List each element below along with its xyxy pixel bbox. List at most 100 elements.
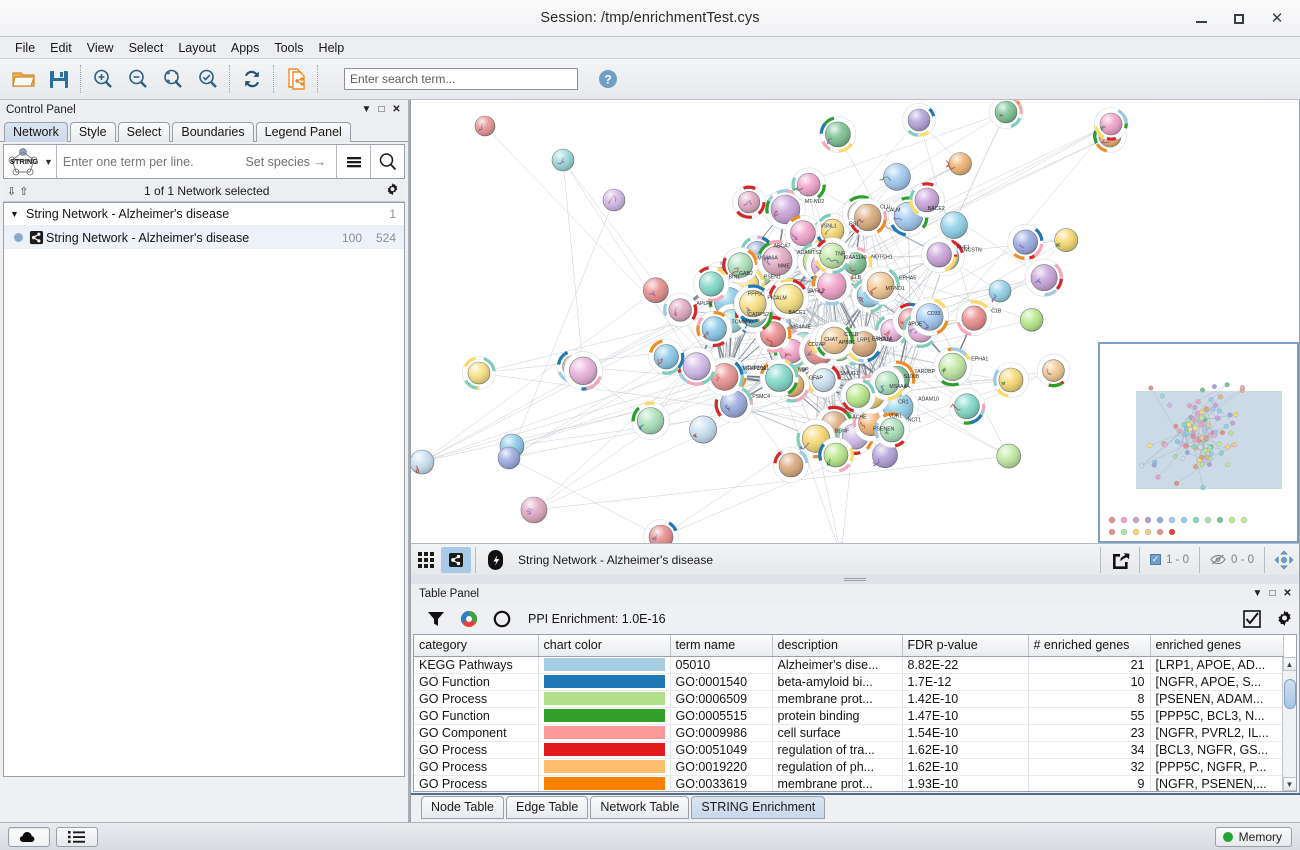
column-header-term-name[interactable]: term name [670, 635, 773, 657]
select-all-button[interactable] [1237, 605, 1266, 632]
network-graph[interactable]: MT-ND2 MT-ND1 VSNL1 GAB2 RS1 C1B ABCA7 CHAT ACHE… [411, 100, 1299, 574]
share-network-button[interactable] [278, 63, 313, 96]
column-header-enriched-gene-count[interactable]: # enriched genes [1028, 635, 1151, 657]
network-node[interactable] [945, 152, 972, 176]
table-vertical-scrollbar[interactable]: ▲ ▼ [1282, 657, 1296, 791]
menu-item-view[interactable]: View [86, 40, 114, 55]
network-tree-item-row[interactable]: String Network - Alzheimer's disease 100… [4, 226, 404, 249]
network-node[interactable] [1019, 308, 1044, 332]
network-node[interactable] [845, 325, 883, 363]
menu-item-apps[interactable]: Apps [230, 40, 260, 55]
column-header-category[interactable]: category [414, 635, 539, 657]
tab-select[interactable]: Select [117, 122, 171, 142]
network-node[interactable] [551, 148, 575, 172]
table-row[interactable]: GO Process GO:0019220 regulation of ph... 1… [414, 758, 1284, 776]
network-node[interactable] [756, 240, 798, 282]
maximize-button[interactable] [1220, 5, 1258, 33]
network-node[interactable] [848, 198, 887, 237]
scroll-up-arrow-icon[interactable]: ▲ [1282, 657, 1296, 671]
expand-all-icon[interactable]: ⇧ [19, 185, 29, 198]
refresh-button[interactable] [234, 63, 269, 96]
network-node[interactable] [933, 347, 973, 387]
string-species-caret-icon[interactable]: ▼ [44, 156, 53, 167]
network-canvas[interactable]: MT-ND2 MT-ND1 VSNL1 GAB2 RS1 C1B ABCA7 CHAT ACHE… [410, 100, 1300, 576]
table-panel-float-button[interactable]: □ [1269, 588, 1276, 599]
scrollbar-thumb[interactable] [1283, 679, 1296, 709]
network-node[interactable] [520, 496, 548, 524]
table-row[interactable]: GO Process GO:0006509 membrane prot... 1.42… [414, 690, 1284, 708]
string-query-input[interactable] [56, 146, 246, 177]
memory-status-button[interactable]: Memory [1214, 826, 1292, 847]
search-input[interactable] [344, 68, 578, 90]
tab-network[interactable]: Network [4, 122, 68, 142]
network-node[interactable] [996, 443, 1022, 469]
network-node[interactable] [411, 449, 435, 475]
string-logo-icon[interactable]: STRING [4, 145, 44, 178]
minimize-button[interactable] [1182, 5, 1220, 33]
table-row[interactable]: GO Process GO:0033619 membrane prot... 1.93… [414, 775, 1284, 791]
network-node[interactable] [677, 346, 717, 386]
network-node[interactable] [819, 116, 857, 153]
network-node[interactable] [631, 401, 670, 440]
network-node[interactable] [921, 236, 958, 273]
annotation-button[interactable] [480, 547, 510, 573]
network-node[interactable] [879, 163, 911, 191]
network-node[interactable] [1025, 258, 1064, 297]
network-node[interactable] [869, 365, 905, 401]
tab-legend-panel[interactable]: Legend Panel [255, 122, 351, 142]
network-node[interactable] [693, 266, 730, 303]
save-session-button[interactable] [41, 63, 76, 96]
tab-network-table[interactable]: Network Table [590, 796, 690, 819]
chevron-down-icon[interactable]: ▼ [10, 209, 19, 219]
table-row[interactable]: GO Process GO:0051049 regulation of tra...… [414, 741, 1284, 759]
network-node[interactable] [474, 115, 496, 137]
string-search-button[interactable] [371, 145, 404, 178]
network-node[interactable] [733, 284, 773, 323]
enrichment-table-wrapper[interactable]: category chart color term name descripti… [413, 634, 1297, 792]
center-network-button[interactable] [1269, 547, 1299, 573]
column-header-chart-color[interactable]: chart color [538, 635, 671, 657]
network-node[interactable] [806, 362, 842, 398]
control-panel-close-button[interactable]: ✕ [392, 104, 401, 115]
tab-boundaries[interactable]: Boundaries [172, 122, 254, 142]
network-node[interactable] [818, 437, 854, 473]
column-header-fdr-p-value[interactable]: FDR p-value [902, 635, 1029, 657]
donut-chart-button[interactable] [487, 605, 516, 632]
network-node[interactable] [1036, 353, 1071, 388]
network-share-button[interactable] [441, 546, 471, 573]
hidden-nodes-indicator[interactable]: 0 - 0 [1204, 553, 1260, 566]
table-panel-dropdown-button[interactable]: ▼ [1252, 588, 1263, 599]
task-list-button[interactable] [56, 826, 98, 847]
table-settings-button[interactable] [1270, 605, 1299, 632]
selected-nodes-indicator[interactable]: ✓ 1 - 0 [1144, 554, 1195, 566]
network-node[interactable] [815, 213, 850, 248]
column-header-description[interactable]: description [772, 635, 903, 657]
network-node[interactable] [874, 412, 910, 448]
zoom-fit-button[interactable] [190, 63, 225, 96]
network-node[interactable] [948, 387, 986, 425]
network-node[interactable] [811, 265, 853, 306]
tab-node-table[interactable]: Node Table [421, 796, 505, 819]
network-node[interactable] [815, 321, 854, 360]
network-node[interactable] [840, 378, 876, 414]
string-options-button[interactable] [337, 145, 370, 178]
zoom-selected-button[interactable] [155, 63, 190, 96]
network-node[interactable] [784, 214, 822, 252]
menu-item-tools[interactable]: Tools [274, 40, 304, 55]
network-node[interactable] [497, 446, 521, 470]
network-node[interactable] [1054, 228, 1079, 253]
collapse-all-icon[interactable]: ⇩ [7, 185, 17, 198]
chart-color-button[interactable] [454, 605, 483, 632]
table-row[interactable]: GO Function GO:0005515 protein binding 1.47… [414, 707, 1284, 725]
network-node[interactable] [1007, 224, 1044, 261]
network-node[interactable] [861, 266, 900, 305]
set-species-link[interactable]: Set species → [245, 154, 326, 169]
help-button[interactable]: ? [590, 63, 625, 96]
column-header-enriched-genes[interactable]: enriched genes [1150, 635, 1284, 657]
network-node[interactable] [773, 447, 809, 483]
table-panel-close-button[interactable]: ✕ [1283, 588, 1292, 599]
menu-item-help[interactable]: Help [318, 40, 345, 55]
tab-string-enrichment[interactable]: STRING Enrichment [691, 796, 826, 819]
network-node[interactable] [902, 103, 936, 137]
network-settings-button[interactable] [385, 182, 405, 200]
